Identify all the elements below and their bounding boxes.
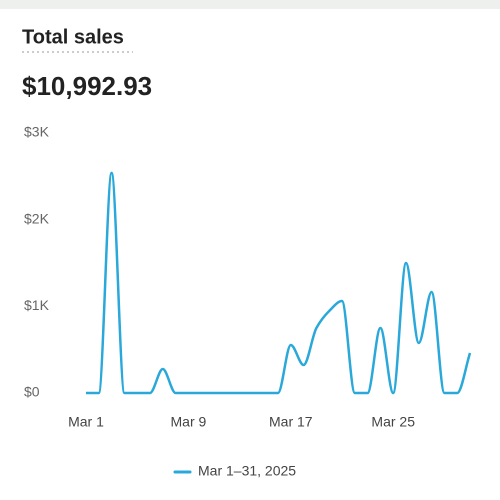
card-title[interactable]: Total sales	[22, 26, 124, 48]
x-tick-label: Mar 9	[171, 414, 207, 430]
top-bar	[0, 0, 500, 9]
y-tick-label: $2K	[24, 210, 50, 226]
total-value: $10,992.93	[22, 71, 152, 101]
y-tick-label: $1K	[24, 297, 50, 313]
x-tick-label: Mar 1	[68, 414, 104, 430]
x-tick-label: Mar 17	[269, 414, 313, 430]
y-tick-label: $3K	[24, 124, 50, 140]
sales-line	[86, 171, 472, 395]
x-tick-label: Mar 25	[371, 414, 415, 430]
legend-label: Mar 1–31, 2025	[198, 463, 296, 479]
y-tick-label: $0	[24, 384, 40, 400]
